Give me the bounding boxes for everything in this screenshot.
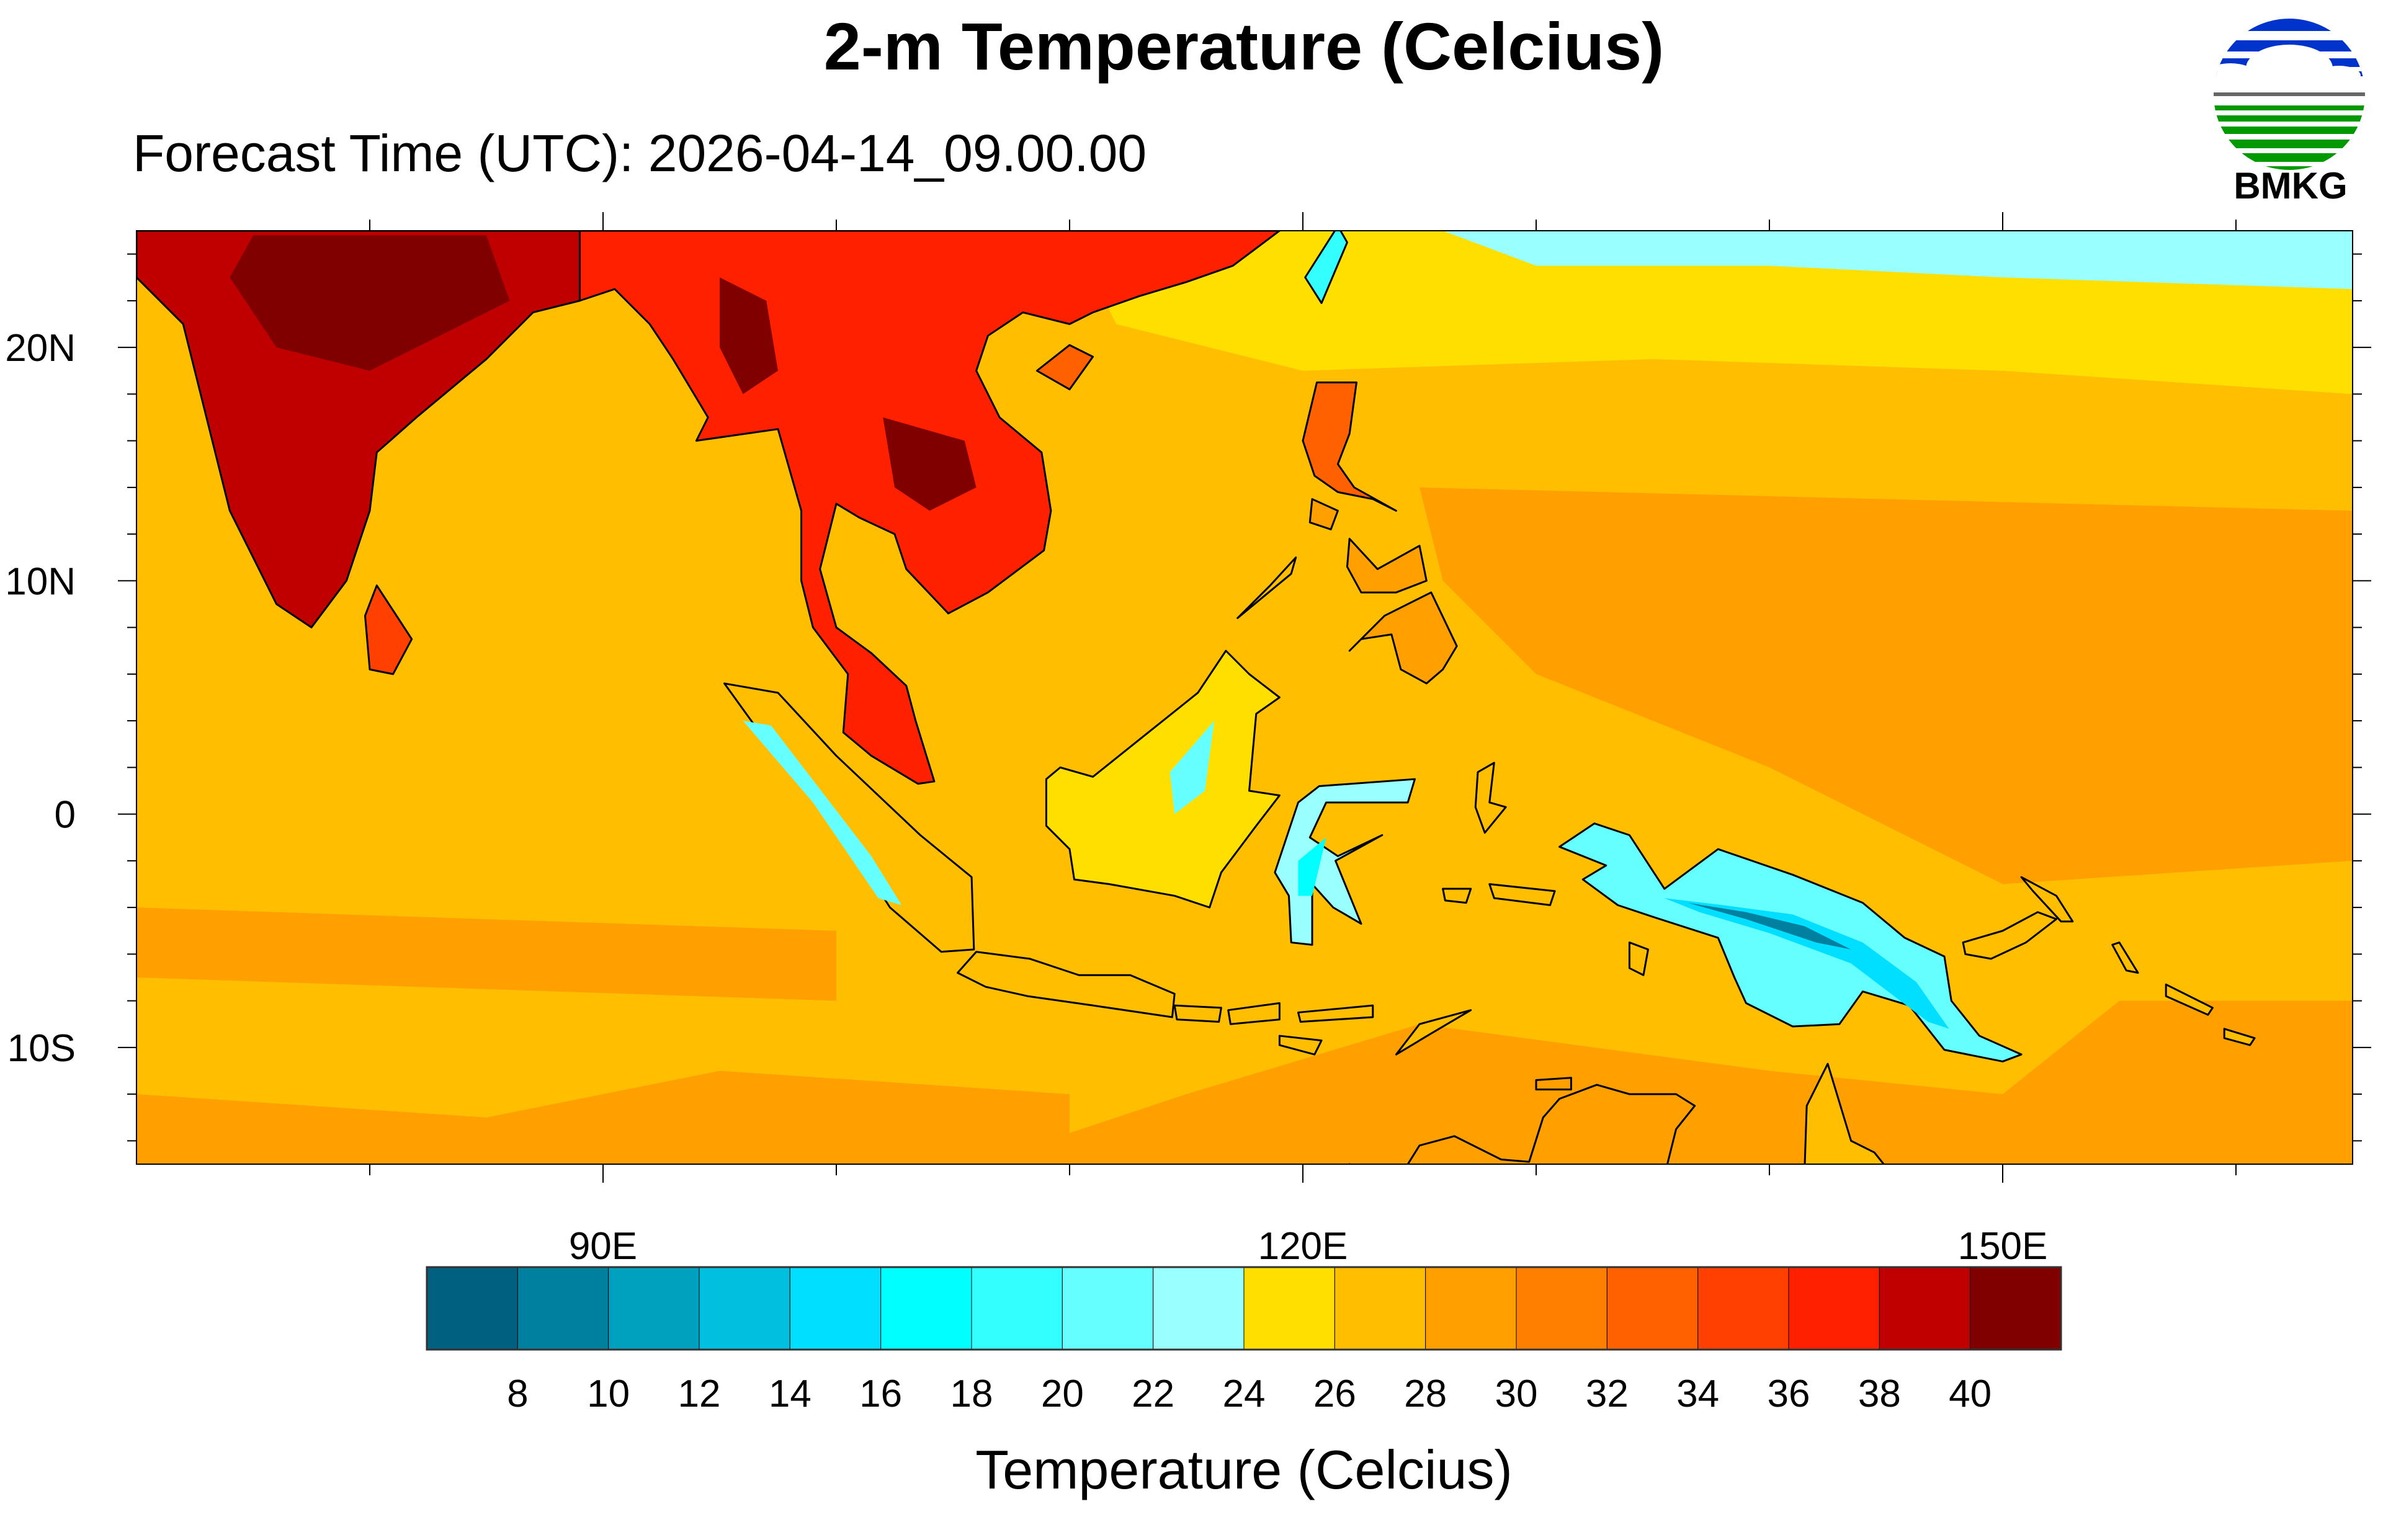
colorbar-level-label: 16 <box>859 1373 902 1415</box>
landmass-new-britain <box>1962 911 2057 960</box>
colorbar-swatch <box>1788 1266 1880 1350</box>
warm-ocean-zone <box>1420 487 2353 884</box>
colorbar-swatch <box>1879 1266 1971 1350</box>
lat-tick-label: 10S <box>7 1027 76 1070</box>
colorbar-swatch <box>1062 1266 1154 1350</box>
landmass-taiwan <box>1304 231 1348 305</box>
warm-ocean-zone <box>136 1070 1070 1164</box>
colorbar-level-label: 24 <box>1223 1373 1266 1415</box>
colorbar-level-label: 32 <box>1586 1373 1629 1415</box>
landmass-cape-york <box>1804 1062 1885 1164</box>
hot-region-myanmar <box>720 277 778 394</box>
lon-tick-label: 150E <box>1958 1225 2048 1268</box>
landmass-bali-lombok <box>1173 1004 1222 1023</box>
landmass-australia-north <box>1348 1084 1696 1164</box>
colorbar-swatch <box>1606 1266 1699 1350</box>
landmass-sumbawa <box>1227 1002 1281 1025</box>
lat-tick-label: 10N <box>5 560 76 603</box>
map-title: 2-m Temperature (Celcius) <box>824 9 1664 84</box>
landmass-solomons <box>2165 983 2214 1016</box>
landmass-timor <box>1395 1009 1472 1056</box>
landmass-solomons <box>2111 941 2139 974</box>
colorbar-level-label: 34 <box>1676 1373 1719 1415</box>
colorbar-level-label: 14 <box>769 1373 811 1415</box>
landmass-borneo <box>1045 649 1281 909</box>
glacier-new-guinea <box>1688 902 1851 950</box>
colorbar-level-label: 20 <box>1041 1373 1084 1415</box>
colorbar-swatch <box>1243 1266 1335 1350</box>
landmass-flores <box>1297 1004 1374 1023</box>
lon-tick-label: 90E <box>569 1225 637 1268</box>
colorbar-swatch <box>1334 1266 1426 1350</box>
colorbar-swatch <box>971 1266 1063 1350</box>
bmkg-logo: BMKG <box>2214 19 2365 207</box>
hot-region-india <box>230 235 510 371</box>
forecast-time-subtitle: Forecast Time (UTC): 2026-04-14_09.00.00 <box>133 124 1147 182</box>
landmass-halmahera <box>1474 762 1507 834</box>
landmass-mindoro <box>1308 498 1339 531</box>
cold-ocean-zone <box>1442 231 2353 290</box>
landmass-melville-island <box>1535 1077 1572 1091</box>
highland-new-guinea <box>1664 898 1949 1029</box>
colorbar-level-label: 40 <box>1949 1373 1992 1415</box>
landmass-luzon <box>1302 381 1397 512</box>
bmkg-logo-emblem-icon <box>2214 19 2365 170</box>
warm-ocean-zone <box>136 907 836 1001</box>
landmass-sulawesi <box>1274 778 1416 946</box>
colorbar-frame <box>426 1266 2062 1351</box>
landmass-palawan <box>1236 556 1297 620</box>
highland-borneo <box>1169 721 1215 814</box>
colorbar-swatch <box>1970 1266 2062 1350</box>
bmkg-logo-text: BMKG <box>2233 165 2347 207</box>
colorbar-level-label: 10 <box>587 1373 630 1415</box>
plot-frame <box>136 230 2353 1165</box>
colorbar-level-label: 22 <box>1132 1373 1174 1415</box>
landmass-hainan <box>1035 344 1094 391</box>
colorbar-swatch <box>1516 1266 1607 1350</box>
landmass-solomons <box>2223 1028 2256 1046</box>
lat-tick-label: 20N <box>5 327 76 370</box>
lat-tick-label: 0 <box>55 794 76 837</box>
colorbar-swatch <box>608 1266 700 1350</box>
hot-region-indochina <box>883 417 977 511</box>
colorbar-swatch <box>1153 1266 1245 1350</box>
colorbar-level-label: 38 <box>1858 1373 1901 1415</box>
landmass-visayas <box>1346 538 1428 594</box>
colorbar-level-label: 28 <box>1404 1373 1447 1415</box>
colorbar-swatch <box>1425 1266 1517 1350</box>
landmass-sri-lanka <box>364 584 413 675</box>
map-axes: 90E 120E 150E 20N 10N 0 10S <box>5 212 2371 1268</box>
landmass-seram <box>1488 883 1556 906</box>
landmass-mindanao <box>1348 591 1458 685</box>
colorbar-level-label: 30 <box>1495 1373 1538 1415</box>
highland-sumatra <box>743 721 902 906</box>
colorbar-swatch <box>880 1266 972 1350</box>
colorbar-swatch <box>789 1266 882 1350</box>
colorbar-level-label: 26 <box>1313 1373 1356 1415</box>
temperature-map <box>136 230 2353 1165</box>
colorbar-level-label: 36 <box>1768 1373 1810 1415</box>
warm-ocean-zone <box>976 1000 2353 1164</box>
lon-tick-label: 120E <box>1258 1225 1348 1268</box>
landmass-sumba <box>1278 1035 1323 1056</box>
landmass-buru <box>1442 888 1472 904</box>
colorbar-level-label: 12 <box>678 1373 721 1415</box>
colorbar: 8 10 12 14 16 18 20 22 24 26 28 30 32 34 36 38 40 <box>426 1266 2062 1415</box>
colorbar-level-label: 18 <box>950 1373 993 1415</box>
landmass-new-ireland <box>2020 876 2074 923</box>
colorbar-swatch <box>699 1266 790 1350</box>
colorbar-label: Temperature (Celcius) <box>975 1439 1513 1500</box>
colorbar-level-label: 8 <box>507 1373 528 1415</box>
map-field <box>136 231 2353 1164</box>
colorbar-swatch <box>517 1266 609 1350</box>
highland-sulawesi <box>1298 837 1326 896</box>
colorbar-swatch <box>426 1266 518 1350</box>
colorbar-swatch <box>1697 1266 1789 1350</box>
landmass-java <box>957 951 1176 1018</box>
landmass-aru <box>1628 941 1649 976</box>
